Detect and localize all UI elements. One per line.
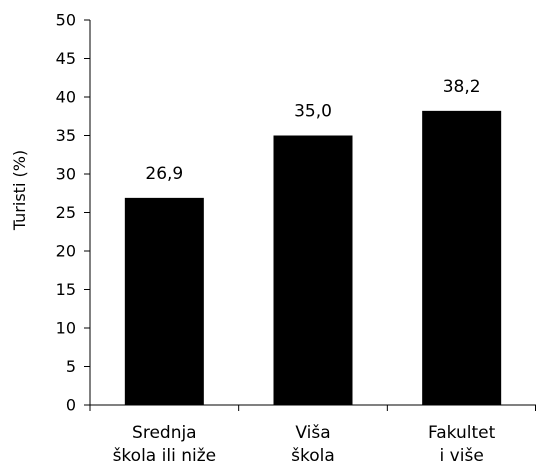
category-label: Srednja: [132, 423, 197, 443]
category-label: Viša: [295, 423, 330, 443]
x-ticks: [89, 405, 536, 411]
y-ticks: 0 5 10 15 20 25 30 35 40 45 50: [56, 11, 90, 415]
data-label: 38,2: [443, 77, 481, 97]
y-axis-title: Turisti (%): [10, 150, 29, 231]
y-tick-label: 25: [56, 203, 76, 222]
bar: [422, 110, 502, 406]
y-tick-label: 35: [56, 126, 76, 145]
y-tick-label: 40: [56, 88, 76, 107]
bars: [124, 110, 502, 406]
category-labels: Srednja škola ili niže Viša škola Fakultet i …: [113, 423, 496, 466]
category-label: škola ili niže: [113, 446, 217, 466]
data-labels: 26,9 35,0 38,2: [145, 77, 480, 184]
bar: [124, 197, 204, 405]
y-tick-label: 45: [56, 49, 76, 68]
y-tick-label: 10: [56, 319, 76, 338]
y-tick-label: 30: [56, 165, 76, 184]
bar: [273, 135, 353, 405]
category-label: škola: [291, 446, 335, 466]
y-tick-label: 15: [56, 280, 76, 299]
category-label: i više: [440, 446, 484, 466]
category-label: Fakultet: [428, 423, 496, 443]
data-label: 35,0: [294, 102, 332, 122]
y-tick-label: 5: [66, 357, 76, 376]
y-tick-label: 50: [56, 11, 76, 30]
y-tick-label: 0: [66, 396, 76, 415]
y-tick-label: 20: [56, 242, 76, 261]
data-label: 26,9: [145, 164, 183, 184]
